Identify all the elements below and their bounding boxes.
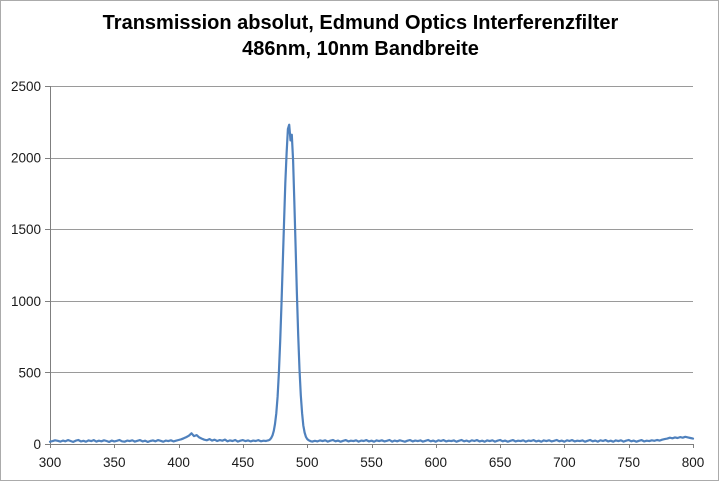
y-tick-label: 2000 — [11, 151, 41, 166]
x-tick-label: 300 — [39, 455, 62, 470]
x-axis-tick-labels: 300 350 400 450 500 550 600 650 700 750 800 — [39, 455, 705, 470]
x-tick-label: 700 — [553, 455, 576, 470]
x-tick-label: 550 — [360, 455, 383, 470]
chart-title-line1: Transmission absolut, Edmund Optics Inte… — [102, 12, 619, 34]
y-tick-label: 1500 — [11, 222, 41, 237]
axes — [45, 86, 694, 448]
x-tick-label: 600 — [425, 455, 448, 470]
y-tick-label: 0 — [33, 437, 41, 452]
chart-title: Transmission absolut, Edmund Optics Inte… — [1, 10, 718, 62]
y-tick-label: 2500 — [11, 79, 41, 94]
chart-title-line2: 486nm, 10nm Bandbreite — [242, 38, 479, 60]
x-tick-label: 750 — [617, 455, 640, 470]
x-tick-label: 350 — [103, 455, 126, 470]
x-tick-label: 450 — [232, 455, 255, 470]
x-tick-label: 400 — [167, 455, 190, 470]
y-tick-label: 1000 — [11, 294, 41, 309]
x-tick-label: 650 — [489, 455, 512, 470]
y-axis-tick-labels: 0 500 1000 1500 2000 2500 — [11, 79, 41, 452]
x-tick-label: 500 — [296, 455, 319, 470]
y-tick-label: 500 — [18, 365, 41, 380]
gridlines — [50, 86, 693, 373]
x-tick-label: 800 — [682, 455, 705, 470]
data-series-line — [48, 123, 695, 443]
